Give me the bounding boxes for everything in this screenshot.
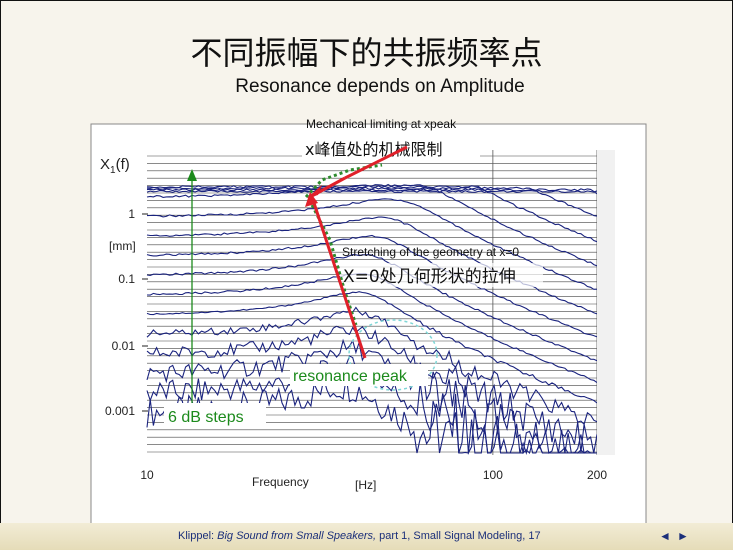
slide-title: 不同振幅下的共振频率点: [190, 34, 543, 72]
series-line: [146, 291, 598, 404]
annotation-mechanical-en: Mechanical limiting at xpeak: [306, 117, 457, 131]
x-axis-unit: [Hz]: [355, 478, 376, 492]
footer-bar: [0, 523, 733, 550]
right-gray-band: [597, 150, 615, 455]
steps-label: 6 dB steps: [168, 409, 244, 426]
y-axis-label: X1(f): [100, 156, 130, 176]
red-arrowhead-stretch: [305, 192, 318, 207]
series-line: [146, 325, 598, 454]
data-series: [146, 183, 598, 456]
x-tick-label: 100: [483, 468, 503, 482]
annotation-stretching-en: Stretching of the geometry at x=0: [342, 245, 519, 259]
x-tick-label: 10: [140, 468, 154, 482]
footer-author: Klippel:: [178, 530, 218, 542]
annotation-mechanical-cn-bg: [302, 138, 480, 160]
steps-label-bg: [164, 403, 266, 429]
x-tick-label: 200: [587, 468, 607, 482]
series-line: [146, 185, 598, 243]
resonance-peak-circle: [348, 319, 438, 391]
y-tick-label: 0.1: [118, 272, 135, 286]
series-line: [146, 254, 598, 362]
footer-rest: part 1, Small Signal Modeling, 17: [376, 530, 541, 542]
y-tick-label: 1: [128, 207, 135, 221]
series-line: [146, 198, 598, 290]
annotation-stretching-cn: X=0处几何形状的拉伸: [343, 267, 516, 287]
series-line: [146, 234, 598, 338]
resonance-label-bg: [290, 364, 428, 386]
y-tick-label: 0.01: [112, 339, 136, 353]
slide-subtitle: Resonance depends on Amplitude: [235, 76, 525, 97]
series-line: [146, 189, 598, 194]
annotation-stretching-cn-bg: [340, 263, 543, 287]
series-line: [146, 188, 598, 195]
steps-arrow-head: [187, 169, 197, 181]
annotation-mechanical-cn: x峰值处的机械限制: [305, 140, 442, 159]
y-tick-labels: 1 0.1 0.01 0.001: [105, 207, 148, 418]
series-line: [146, 338, 597, 455]
red-arrow-mechanical-2: [344, 145, 408, 180]
resonance-peak-label: resonance peak: [293, 368, 408, 385]
y-tick-label: 0.001: [105, 404, 135, 418]
series-line: [146, 183, 598, 267]
dotted-peak-trend-upper: [304, 163, 383, 199]
footer-citation: Klippel: Big Sound from Small Speakers, …: [178, 530, 541, 542]
previous-slide-icon[interactable]: ◄: [659, 529, 671, 543]
x-axis-label: Frequency: [252, 475, 309, 489]
next-slide-icon[interactable]: ►: [677, 529, 689, 543]
red-arrow-stretch: [311, 199, 367, 359]
y-axis-unit: [mm]: [109, 239, 136, 253]
series-line: [146, 306, 598, 426]
footer-book-title: Big Sound from Small Speakers,: [217, 530, 377, 542]
x-tick-labels: 10 100 200: [140, 468, 607, 482]
